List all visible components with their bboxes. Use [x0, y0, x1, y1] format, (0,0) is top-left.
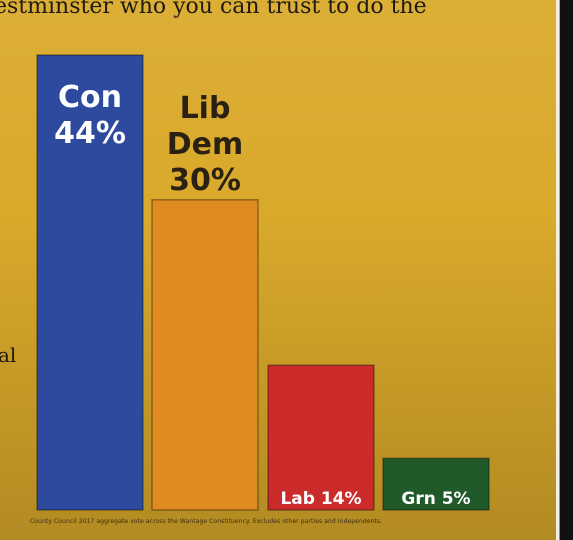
headline-text: estminster who you can trust to do the [0, 0, 427, 19]
data-label-line: Lib [180, 91, 231, 126]
bar-con [36, 54, 144, 511]
cropped-side-text: al [0, 343, 17, 367]
bar-lib-dem [151, 199, 259, 511]
data-label-line: Lab 14% [280, 489, 361, 509]
bar-grn [382, 457, 490, 511]
data-label-line: 30% [169, 163, 241, 198]
bar-lab [267, 364, 375, 511]
data-label-line: Grn 5% [401, 489, 470, 509]
chart-footnote: County Council 2017 aggregate vote acros… [30, 518, 383, 525]
page-edge [556, 0, 573, 540]
data-label-line: 44% [54, 116, 126, 151]
data-label-grn: Grn 5% [401, 489, 470, 509]
data-label-lab: Lab 14% [280, 489, 361, 509]
data-label-line: Con [58, 80, 122, 115]
data-label-line: Dem [167, 127, 244, 162]
